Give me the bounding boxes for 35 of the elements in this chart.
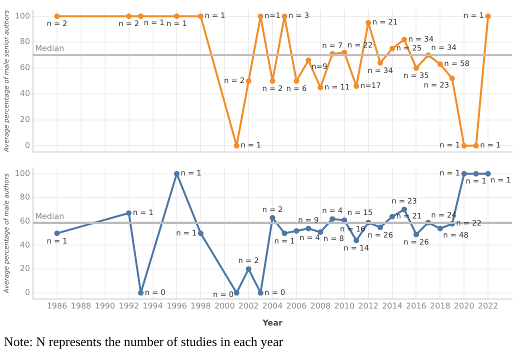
y-tick-label: 100 — [14, 11, 30, 20]
y-tick-label: 40 — [20, 89, 30, 98]
y-tick-label: 20 — [20, 264, 30, 274]
y-tick-label: 40 — [20, 240, 30, 250]
text: Note: N represents the number of studies in each year — [4, 334, 284, 350]
x-tick-label: 2000 — [214, 302, 235, 311]
y-tick-label: 100 — [14, 168, 30, 178]
x-tick-label: 1986 — [46, 302, 68, 311]
x-tick-label: 2006 — [286, 302, 307, 311]
y-tick-label: 80 — [20, 37, 30, 46]
x-tick-label: 1990 — [94, 302, 116, 311]
y-tick-label: 0 — [24, 288, 30, 297]
x-tick-label: 2018 — [430, 302, 450, 311]
y-tick-label: 60 — [20, 63, 30, 72]
x-tick-label: 2004 — [262, 302, 283, 311]
x-tick-label: 2002 — [238, 302, 259, 311]
y-tick-label: 60 — [20, 216, 30, 226]
x-tick-label: 1988 — [70, 302, 92, 311]
x-tick-label: 2010 — [334, 302, 355, 311]
x-tick-label: 2014 — [382, 302, 402, 311]
ref-line-label: Median — [35, 44, 64, 54]
x-axis-title: Year — [262, 318, 283, 328]
y-tick-label: 0 — [24, 140, 30, 150]
x-tick-label: 2008 — [310, 302, 331, 311]
x-tick-label: 1994 — [142, 302, 163, 311]
y-tick-label: 80 — [20, 192, 30, 202]
x-tick-label: 1998 — [190, 302, 211, 311]
x-tick-label: 2012 — [358, 302, 378, 311]
ref-line-label: Median — [35, 212, 64, 222]
x-tick-label: 1996 — [166, 302, 187, 311]
x-tick-label: 2016 — [406, 302, 426, 311]
x-tick-label: 1992 — [118, 302, 140, 311]
x-tick-label: 2020 — [454, 302, 474, 311]
x-tick-label: 2022 — [478, 302, 498, 311]
y-tick-label: 20 — [20, 114, 30, 124]
